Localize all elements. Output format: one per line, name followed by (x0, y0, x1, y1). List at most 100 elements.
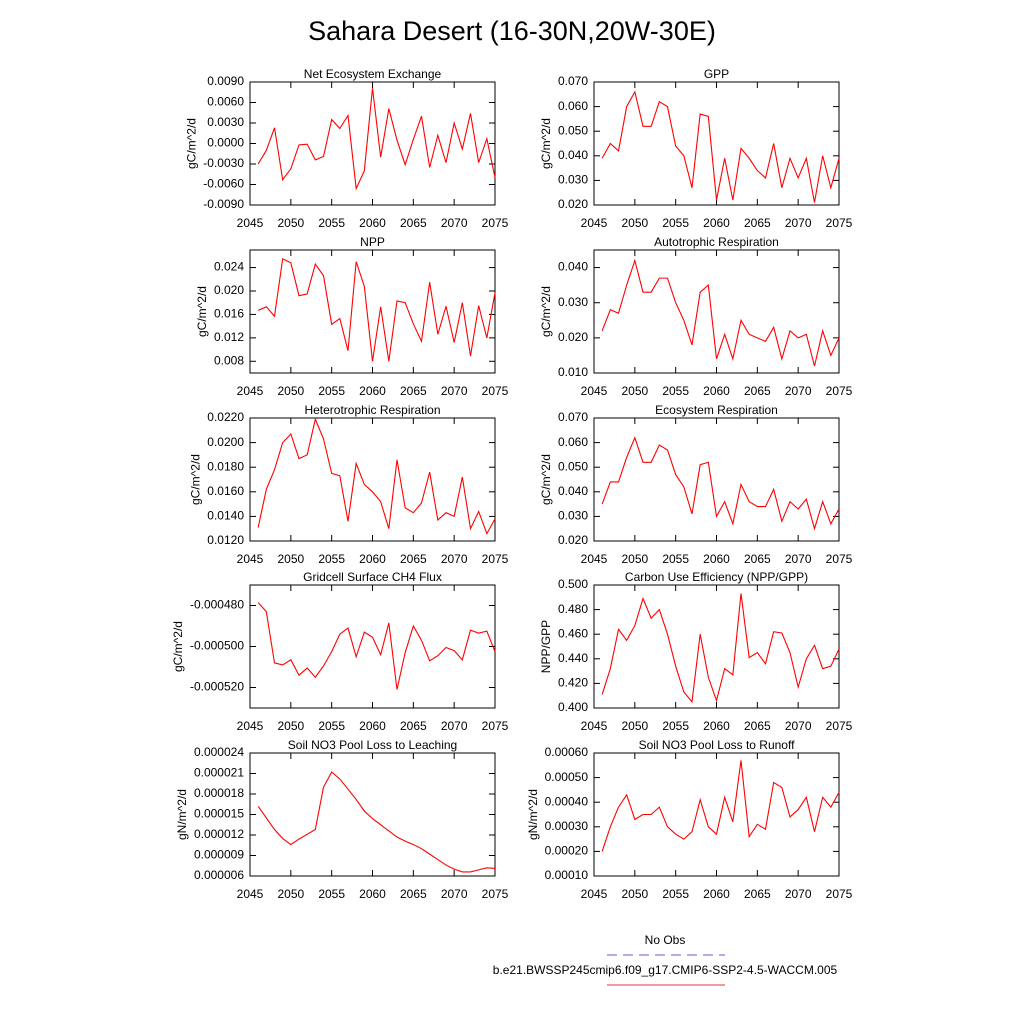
y-tick-label: 0.060 (558, 435, 588, 449)
y-tick-label: 0.000018 (194, 786, 244, 800)
x-tick-label: 2070 (441, 216, 468, 230)
panel-title: Autotrophic Respiration (654, 235, 779, 249)
data-line (257, 88, 496, 191)
panel-title: GPP (704, 67, 729, 81)
x-tick-label: 2045 (237, 887, 264, 901)
x-tick-label: 2045 (581, 887, 608, 901)
y-tick-label: 0.480 (558, 602, 588, 616)
panel-title: Soil NO3 Pool Loss to Runoff (639, 738, 796, 752)
y-tick-label: 0.400 (558, 700, 588, 714)
x-tick-label: 2075 (826, 887, 853, 901)
x-tick-label: 2075 (482, 887, 509, 901)
data-line (257, 771, 496, 873)
x-tick-label: 2050 (621, 216, 648, 230)
y-tick-label: 0.020 (558, 533, 588, 547)
data-line (601, 593, 840, 704)
data-line (257, 417, 496, 535)
x-tick-label: 2065 (744, 216, 771, 230)
y-tick-label: -0.0060 (203, 177, 244, 191)
y-tick-label: 0.030 (558, 509, 588, 523)
x-tick-label: 2070 (441, 552, 468, 566)
x-tick-label: 2070 (785, 719, 812, 733)
x-tick-label: 2075 (826, 216, 853, 230)
y-tick-label: 0.0030 (207, 115, 244, 129)
y-tick-label: 0.040 (558, 484, 588, 498)
y-tick-label: -0.0090 (203, 197, 244, 211)
y-tick-label: 0.040 (558, 260, 588, 274)
x-tick-label: 2070 (441, 384, 468, 398)
y-axis-label: gC/m^2/d (188, 454, 202, 505)
y-tick-label: 0.000015 (194, 807, 244, 821)
y-axis-label: gN/m^2/d (175, 789, 189, 840)
panel-title: Gridcell Surface CH4 Flux (303, 570, 442, 584)
y-tick-label: 0.0180 (207, 459, 244, 473)
figure-title: Sahara Desert (16-30N,20W-30E) (308, 16, 716, 46)
x-tick-label: 2050 (277, 552, 304, 566)
x-tick-label: 2050 (277, 719, 304, 733)
y-tick-label: 0.050 (558, 123, 588, 137)
y-tick-label: 0.040 (558, 148, 588, 162)
x-tick-label: 2065 (744, 719, 771, 733)
x-tick-label: 2050 (277, 887, 304, 901)
x-tick-label: 2075 (826, 552, 853, 566)
y-tick-label: -0.000520 (190, 680, 244, 694)
y-axis-label: gC/m^2/d (539, 454, 553, 505)
data-line (257, 602, 496, 690)
x-tick-label: 2065 (744, 552, 771, 566)
x-tick-label: 2060 (703, 719, 730, 733)
x-tick-label: 2050 (277, 216, 304, 230)
y-tick-label: 0.000012 (194, 827, 244, 841)
x-tick-label: 2060 (703, 887, 730, 901)
x-tick-label: 2055 (318, 216, 345, 230)
y-tick-label: 0.010 (558, 365, 588, 379)
y-tick-label: 0.460 (558, 626, 588, 640)
y-tick-label: 0.020 (558, 197, 588, 211)
y-tick-label: 0.000021 (194, 766, 244, 780)
x-tick-label: 2050 (621, 887, 648, 901)
x-tick-label: 2060 (703, 384, 730, 398)
x-tick-label: 2055 (318, 887, 345, 901)
x-tick-label: 2050 (621, 719, 648, 733)
y-tick-label: 0.030 (558, 295, 588, 309)
y-tick-label: 0.0160 (207, 484, 244, 498)
y-axis-label: gC/m^2/d (539, 286, 553, 337)
panel-title: Ecosystem Respiration (655, 403, 778, 417)
x-tick-label: 2050 (621, 552, 648, 566)
x-tick-label: 2060 (359, 719, 386, 733)
x-tick-label: 2070 (785, 216, 812, 230)
x-tick-label: 2075 (482, 216, 509, 230)
y-tick-label: 0.0120 (207, 533, 244, 547)
x-tick-label: 2060 (359, 216, 386, 230)
y-tick-label: 0.012 (214, 330, 244, 344)
x-tick-label: 2045 (237, 384, 264, 398)
y-tick-label: -0.0030 (203, 156, 244, 170)
panel-title: Carbon Use Efficiency (NPP/GPP) (625, 570, 808, 584)
x-tick-label: 2055 (662, 384, 689, 398)
y-axis-label: gC/m^2/d (195, 286, 209, 337)
y-tick-label: 0.440 (558, 651, 588, 665)
y-axis-label: gC/m^2/d (184, 118, 198, 169)
x-tick-label: 2070 (441, 887, 468, 901)
legend-label: b.e21.BWSSP245cmip6.f09_g17.CMIP6-SSP2-4… (493, 963, 838, 977)
x-tick-label: 2065 (400, 552, 427, 566)
x-tick-label: 2065 (400, 216, 427, 230)
y-tick-label: 0.016 (214, 307, 244, 321)
x-tick-label: 2070 (441, 719, 468, 733)
y-tick-label: 0.0200 (207, 435, 244, 449)
x-tick-label: 2050 (621, 384, 648, 398)
x-tick-label: 2065 (744, 384, 771, 398)
x-tick-label: 2075 (482, 552, 509, 566)
x-tick-label: 2045 (237, 216, 264, 230)
y-tick-label: -0.000480 (190, 598, 244, 612)
y-axis-label: gC/m^2/d (539, 118, 553, 169)
y-tick-label: 0.00060 (545, 745, 589, 759)
y-axis-label: gN/m^2/d (526, 789, 540, 840)
y-tick-label: 0.0220 (207, 410, 244, 424)
x-tick-label: 2070 (785, 887, 812, 901)
y-tick-label: 0.000006 (194, 868, 244, 882)
legend-label: No Obs (645, 933, 686, 947)
y-tick-label: 0.00030 (545, 819, 589, 833)
y-tick-label: 0.020 (558, 330, 588, 344)
